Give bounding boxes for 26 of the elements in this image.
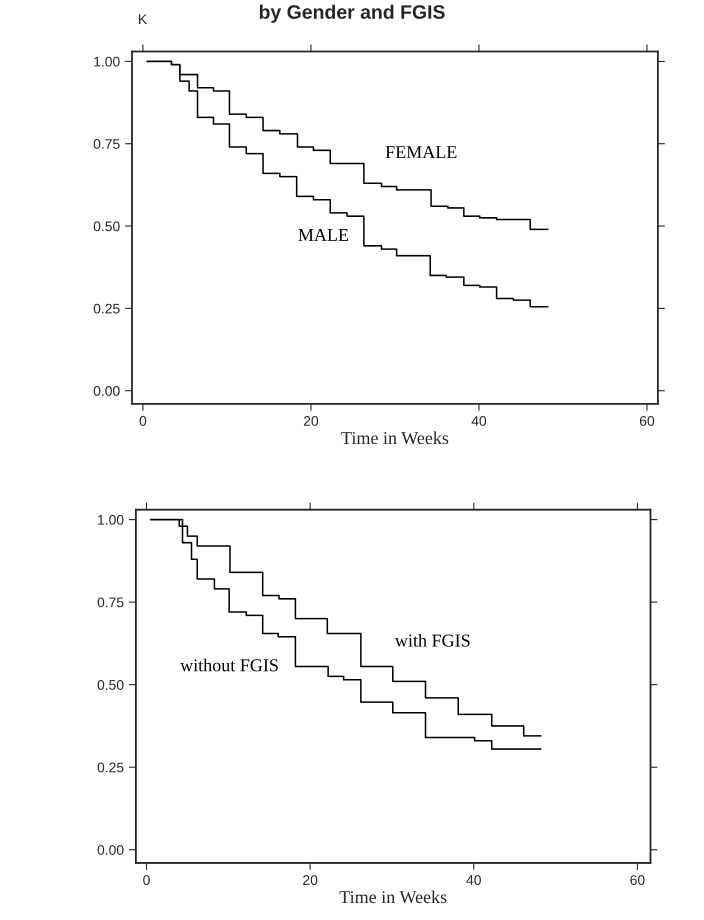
y-tick-label: 0.75 (98, 597, 124, 608)
x-tick-label: 20 (303, 875, 318, 885)
y-tick-label: 0.00 (94, 386, 120, 396)
x-tick-label: 20 (304, 416, 318, 426)
x-tick-label: 0 (140, 416, 146, 426)
chart-title: by Gender and FGIS (260, 4, 445, 23)
y-tick-label: 0.50 (98, 680, 124, 690)
x-tick-label: 60 (640, 416, 654, 426)
x-tick-label: 60 (630, 875, 645, 885)
y-tick-label: 1.00 (98, 514, 124, 525)
y-tick-label: 0.25 (98, 762, 124, 772)
x-tick-label: 40 (466, 875, 481, 885)
y-tick-label: 0.75 (94, 139, 120, 149)
x-axis-title: Time in Weeks (340, 890, 446, 904)
y-tick-label: 1.00 (94, 56, 120, 67)
y-axis-title: K (139, 14, 147, 24)
x-tick-label: 40 (472, 416, 486, 426)
x-axis-title: Time in Weeks (341, 431, 448, 444)
series-label: with FGIS (394, 634, 470, 647)
series-label: FEMALE (386, 146, 456, 158)
y-tick-label: 0.25 (94, 304, 120, 314)
series-label: MALE (298, 228, 348, 241)
y-tick-label: 0.00 (98, 845, 124, 855)
series-label: without FGIS (180, 658, 278, 672)
x-tick-label: 0 (143, 875, 150, 885)
y-tick-label: 0.50 (94, 221, 120, 232)
